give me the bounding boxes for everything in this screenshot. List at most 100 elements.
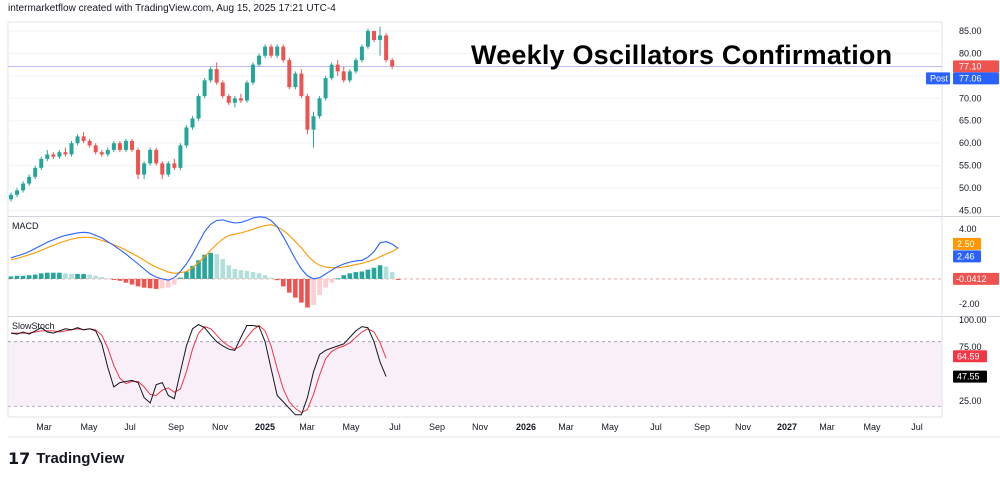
candle-body [269, 46, 274, 56]
macd-histogram-bar [75, 273, 80, 279]
macd-histogram-bar [335, 278, 340, 280]
macd-signal-badge [953, 237, 981, 250]
candle-body [263, 46, 268, 56]
time-tick-label: May [863, 422, 881, 432]
macd-tick-label: -2.00 [959, 299, 980, 309]
macd-histogram-bar [178, 277, 183, 279]
macd-histogram-bar [262, 275, 268, 279]
macd-histogram-bar [226, 265, 232, 279]
candle-body [335, 64, 340, 72]
chart-header: intermarketflow created with TradingView… [8, 3, 336, 14]
stoch-label: SlowStoch [12, 321, 55, 331]
candle-body [57, 152, 62, 157]
candle-body [220, 82, 225, 97]
macd-histogram-bar [389, 272, 395, 279]
stoch-k-line [10, 323, 387, 416]
candle-body [21, 183, 26, 191]
macd-histogram-bar [383, 266, 389, 279]
candle-body [311, 116, 316, 130]
candle-body [214, 69, 219, 83]
last-price-label: 77.10 [959, 61, 982, 71]
macd-hist-value: -0.0412 [956, 274, 987, 284]
time-tick-label: Sep [168, 422, 184, 432]
candle-body [293, 73, 298, 88]
macd-histogram-bar [268, 277, 274, 279]
macd-histogram-bar [8, 276, 14, 279]
candle-body [347, 71, 352, 81]
candle-body [160, 163, 165, 175]
macd-histogram-bar [196, 260, 201, 279]
macd-histogram-bar [51, 272, 56, 279]
stoch-pane[interactable]: SlowStoch [8, 321, 942, 416]
stoch-band [8, 341, 942, 407]
candle-body [329, 64, 334, 79]
candle-body [166, 163, 171, 175]
price-tick-label: 60.00 [959, 138, 982, 148]
candle-body [99, 152, 104, 155]
stoch-k-value: 47.55 [957, 372, 980, 382]
macd-histogram-bar [202, 254, 207, 279]
candle-body [365, 30, 370, 47]
candle-body [172, 163, 177, 168]
macd-pane[interactable]: MACD [8, 216, 942, 308]
time-tick-label: Mar [36, 422, 52, 432]
macd-histogram-bar [93, 275, 98, 279]
stoch-k-badge [953, 370, 987, 383]
macd-histogram-bar [341, 275, 347, 279]
time-tick-label: Mar [558, 422, 574, 432]
time-tick-label: Jul [389, 422, 401, 432]
macd-histogram-bar [57, 272, 62, 279]
macd-histogram-bar [305, 278, 310, 308]
macd-histogram-bar [244, 270, 250, 279]
macd-histogram-bar [353, 272, 359, 279]
candle-body [372, 30, 376, 40]
time-tick-label: Nov [212, 422, 229, 432]
stoch-d-badge [953, 350, 987, 363]
macd-histogram-bar [159, 278, 165, 289]
last-price-badge [953, 60, 999, 73]
candle-body [69, 143, 74, 155]
candle-body [257, 55, 262, 65]
chart-title: Weekly Oscillators Confirmation [471, 40, 893, 70]
macd-signal-line [10, 224, 399, 274]
candle-body [323, 78, 328, 99]
macd-histogram-bar [63, 273, 68, 279]
macd-histogram-bar [81, 273, 86, 279]
candle-body [390, 60, 395, 67]
candle-body [359, 46, 364, 61]
macd-histogram-bar [274, 278, 280, 281]
macd-histogram-bar [99, 277, 105, 279]
macd-histogram-bar [117, 278, 123, 281]
macd-histogram-bar [190, 265, 195, 279]
macd-tick-label: 4.00 [959, 224, 977, 234]
macd-histogram-bar [395, 278, 401, 280]
macd-histogram-bar [123, 278, 129, 283]
candle-body [111, 143, 116, 150]
macd-histogram-bar [111, 278, 117, 280]
macd-histogram-bar [287, 278, 292, 293]
price-tick-label: 70.00 [959, 93, 982, 103]
macd-histogram-bar [365, 269, 371, 279]
time-tick-label: Nov [472, 422, 489, 432]
price-tick-label: 55.00 [959, 161, 982, 171]
axes: 85.00 80.00 75.00 70.00 65.00 60.00 55.00 50.00… [36, 26, 999, 432]
time-tick-label: Mar [299, 422, 315, 432]
candle-body [353, 60, 358, 72]
time-tick-label: May [342, 422, 360, 432]
time-tick-label: Jul [650, 422, 662, 432]
macd-histogram-bar [184, 271, 189, 279]
candle-body [378, 35, 383, 40]
macd-signal-value: 2.50 [957, 239, 975, 249]
candle-body [251, 64, 255, 83]
macd-histogram-bar [38, 273, 44, 279]
macd-histogram-bar [220, 259, 226, 279]
candle-body [275, 46, 280, 56]
time-tick-label: May [80, 422, 98, 432]
candle-body [148, 149, 153, 164]
candle-body [123, 140, 128, 150]
macd-histogram-bar [329, 278, 334, 283]
time-tick-label: Sep [429, 422, 445, 432]
macd-histogram-bar [105, 278, 111, 280]
price-pane[interactable] [8, 26, 942, 202]
